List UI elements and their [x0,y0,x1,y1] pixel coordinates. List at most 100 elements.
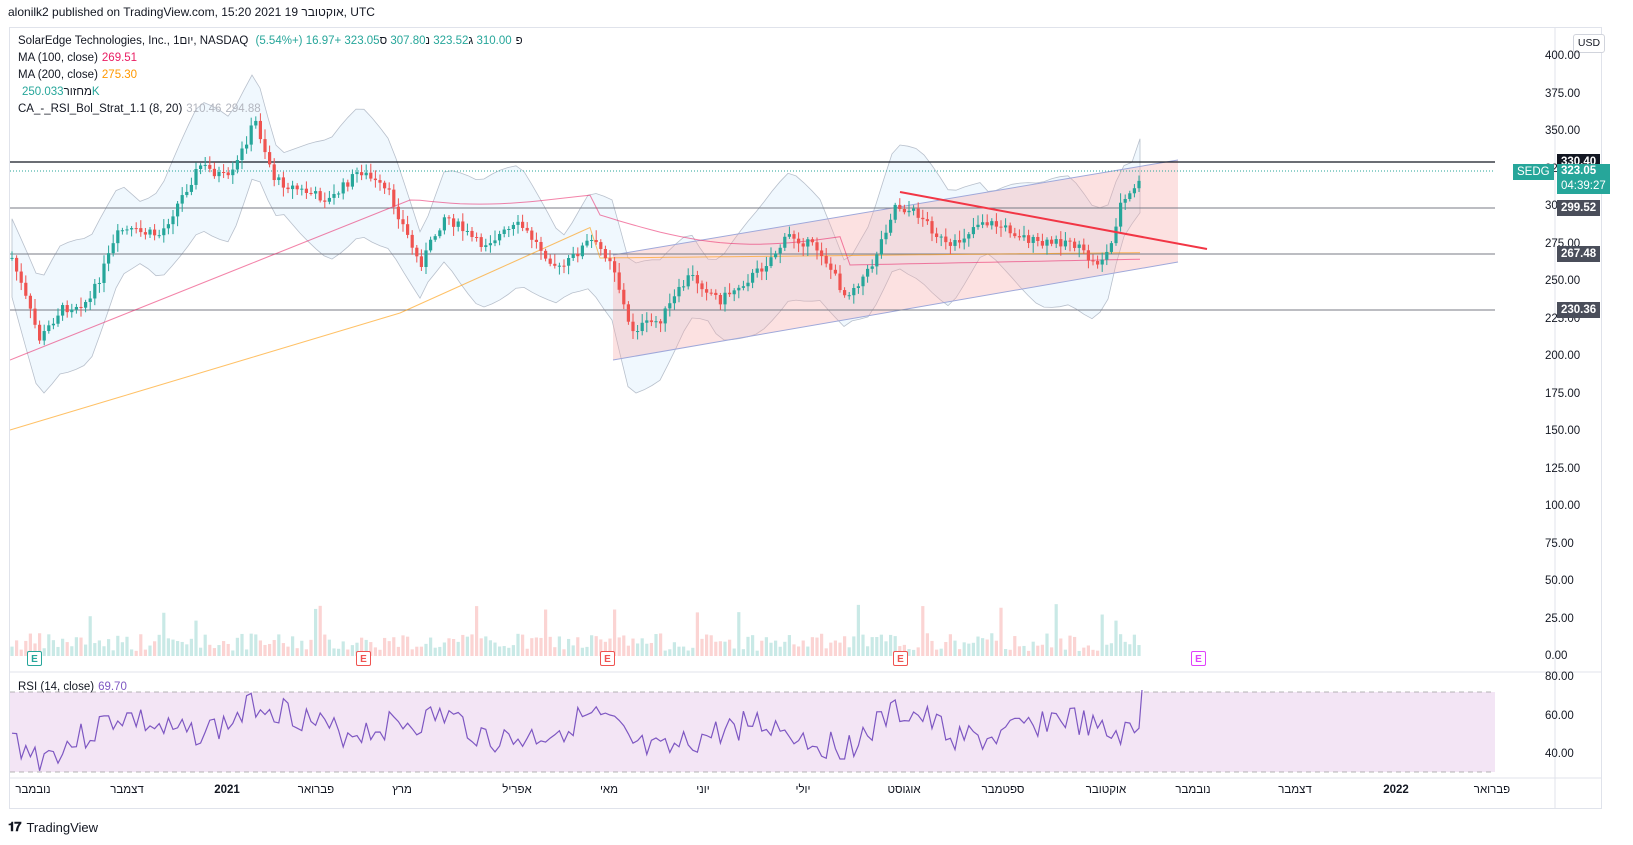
candle-body [751,272,755,283]
time-tick-label: נובמבר [15,784,51,796]
ma200-legend[interactable]: MA (200, close) 275.30 [18,67,137,83]
candle-body [38,324,42,341]
candle-body [111,243,115,254]
volume-bar [640,638,644,656]
candle-body [433,236,437,240]
price-tick-label: 100.00 [1545,500,1581,512]
candle-body [378,180,382,183]
volume-bar [433,647,437,656]
earnings-icon[interactable]: E [600,651,615,666]
candle-body [461,221,465,232]
candle-body [1017,236,1021,238]
strategy-legend[interactable]: CA_-_RSI_Bol_Strat_1.1 (8, 20) 310.46 294.… [18,101,261,117]
candle-body [1137,180,1141,189]
volume-bar [268,643,272,656]
price-tick-label: 0.00 [1545,650,1568,662]
candle-body [226,172,230,176]
volume-bar [1091,649,1095,656]
volume-bar [962,642,966,656]
volume-bar [392,637,396,656]
volume-bar [925,633,929,656]
volume-bar [539,637,543,656]
volume-bar [245,649,249,656]
candle-body [1086,250,1090,261]
volume-bar [562,649,566,656]
volume-bar [465,636,469,656]
open-label: פ [515,35,523,47]
time-tick-label: דצמבר [110,784,144,796]
descending-trendline[interactable] [899,191,1208,250]
candle-body [608,258,612,262]
candle-body [102,263,106,283]
earnings-icon[interactable]: E [27,651,42,666]
candle-body [286,187,290,190]
price-tick-label: 75.00 [1545,537,1574,550]
volume-bar [801,640,805,656]
volume-bar [571,645,575,656]
volume-legend[interactable]: מחזור250.033K [18,84,100,100]
volume-bar [1017,646,1021,656]
candle-body [1036,236,1040,241]
volume-bar [208,644,212,656]
volume-bar [861,634,865,656]
candle-body [240,148,244,161]
earnings-icon[interactable]: E [893,651,908,666]
candle-body [590,240,594,242]
volume-bar [272,640,276,656]
symbol-tag: SEDG [1513,164,1554,180]
candle-body [962,238,966,243]
ma100-line[interactable] [10,194,1141,361]
price-tick-label: 200.00 [1545,350,1581,362]
volume-bar [944,642,948,656]
level-tag-267: 267.48 [1557,246,1601,262]
volume-bar [502,646,506,656]
candle-body [332,193,336,198]
volume-bar [530,638,534,656]
candle-body [373,178,377,181]
candle-body [360,172,364,176]
volume-bar [199,647,203,656]
earnings-icon[interactable]: E [356,651,371,666]
volume-bar [1096,650,1100,656]
ma100-value: 269.51 [101,52,138,64]
volume-bar [815,637,819,656]
volume-bar [56,646,60,656]
candle-body [153,229,157,236]
ma200-line[interactable] [10,226,1141,431]
volume-bar [1004,649,1008,656]
currency-button[interactable]: USD [1573,34,1605,53]
ma100-legend[interactable]: MA (100, close) 269.51 [18,50,137,66]
volume-bar [355,642,359,656]
rsi-legend[interactable]: RSI (14, close) 69.70 [18,679,127,695]
candle-body [208,164,212,169]
volume-bar [893,636,897,656]
earnings-icon[interactable]: E [1191,651,1206,666]
level-tag-299: 299.52 [1557,200,1601,216]
candle-body [470,230,474,238]
candle-body [1091,260,1095,262]
candle-body [410,234,414,248]
rsi-line[interactable] [11,689,1143,771]
volume-bar [544,609,548,656]
candle-body [783,236,787,248]
candle-body [847,295,851,297]
candle-body [709,292,713,294]
candle-body [1027,235,1031,243]
volume-bar [189,638,193,656]
volume-bar [737,612,741,656]
time-tick-label: אפריל [502,784,532,796]
candle-body [475,237,479,239]
symbol-legend[interactable]: SolarEdge Technologies, Inc., 1יום, NASD… [18,33,523,49]
volume-bar [484,636,488,656]
price-tick-label: 25.00 [1545,612,1574,625]
volume-bar [406,636,410,656]
volume-bar [452,639,456,656]
candles[interactable] [10,113,1141,346]
volume-bar [350,645,354,656]
candle-body [875,254,879,267]
channel-lower-line[interactable] [612,261,1179,361]
candle-body [304,188,308,193]
volume-bar [636,643,640,656]
time-tick-label: יולי [795,784,811,796]
